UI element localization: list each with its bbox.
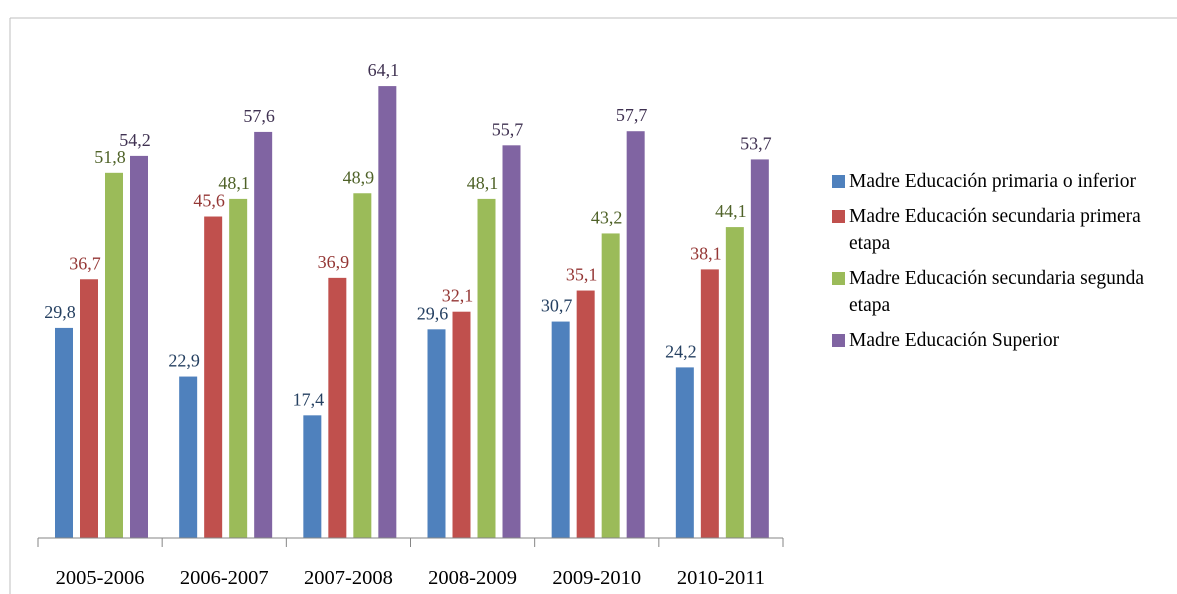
data-label: 24,2 [665,341,697,361]
data-label: 30,7 [541,296,573,316]
x-tick-label: 2006-2007 [180,567,269,589]
bar [179,376,198,538]
data-label: 22,9 [168,351,200,371]
bar [551,321,570,538]
data-label: 64,1 [368,60,400,80]
data-label: 38,1 [690,243,722,263]
bar [725,227,744,538]
bar [626,131,645,538]
data-label: 43,2 [591,207,623,227]
data-label: 48,1 [467,173,499,193]
x-tick-label: 2005-2006 [56,567,145,589]
x-tick-label: 2010-2011 [677,567,765,589]
bar [601,233,620,538]
bar [55,327,73,538]
legend-swatch [832,210,845,223]
bar [328,277,347,538]
legend-item: Madre Educación Superior [832,327,1172,354]
x-tick-label: 2008-2009 [428,567,517,589]
bar [353,193,372,538]
data-label: 36,7 [69,253,101,273]
bar [80,279,98,538]
legend-label: Madre Educación secundaria primera etapa [849,206,1141,254]
legend-item: Madre Educación primaria o inferior [832,168,1172,195]
bar [750,159,769,539]
data-label: 36,9 [318,252,350,272]
data-label: 29,8 [44,302,76,322]
bar [675,367,694,538]
bar [427,329,446,538]
bar [576,290,595,538]
bar [204,216,223,538]
bar [105,172,123,538]
data-label: 44,1 [715,201,747,221]
bar [452,311,471,538]
x-tick-label: 2007-2008 [304,567,393,589]
bar [700,269,719,538]
legend-swatch [832,334,845,347]
legend-item: Madre Educación secundaria primera etapa [832,203,1172,257]
data-label: 57,7 [616,105,648,125]
legend-label: Madre Educación secundaria segunda etapa [849,268,1145,316]
bar [130,155,148,538]
data-label: 57,6 [243,106,275,126]
bar [303,415,322,538]
data-label: 53,7 [740,133,772,153]
bar [229,198,248,538]
legend-swatch [832,272,845,285]
data-label: 35,1 [566,265,598,285]
data-label: 32,1 [442,286,474,306]
data-label: 51,8 [94,147,126,167]
data-label: 17,4 [293,389,325,409]
data-label: 48,9 [343,167,375,187]
legend-label: Madre Educación Superior [849,330,1060,351]
legend-label: Madre Educación primaria o inferior [849,171,1136,192]
data-label: 29,6 [417,303,449,323]
legend: Madre Educación primaria o inferior Madre… [832,168,1172,362]
bar [502,145,521,538]
x-tick-label: 2009-2010 [552,567,641,589]
legend-item: Madre Educación secundaria segunda etapa [832,265,1172,319]
legend-swatch [832,175,845,188]
bar [378,86,397,538]
data-label: 55,7 [492,119,524,139]
bar [254,131,273,539]
data-label: 54,2 [119,130,151,150]
data-label: 45,6 [193,191,225,211]
bar [477,198,496,538]
data-label: 48,1 [218,173,250,193]
